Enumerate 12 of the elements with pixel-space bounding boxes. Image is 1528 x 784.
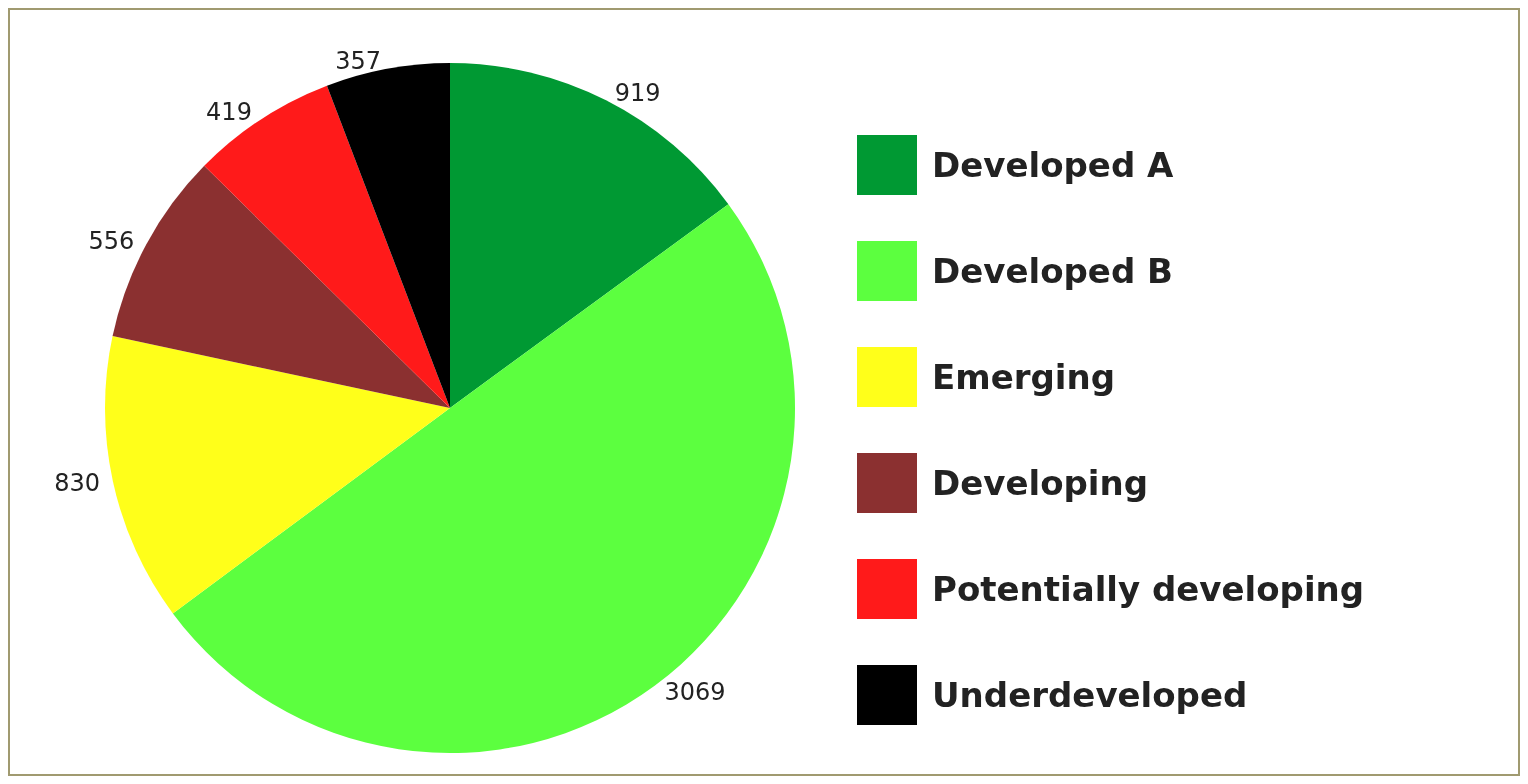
legend-label: Developing xyxy=(932,463,1149,503)
legend-label: Potentially developing xyxy=(932,569,1365,609)
data-label: 830 xyxy=(54,468,101,497)
legend-label: Underdeveloped xyxy=(932,675,1248,715)
data-label: 3069 xyxy=(664,678,726,707)
data-label: 419 xyxy=(206,98,252,127)
data-label: 357 xyxy=(335,46,381,75)
data-label: 919 xyxy=(614,79,661,108)
legend-label: Developed A xyxy=(932,145,1175,185)
legend-label: Developed B xyxy=(932,251,1174,291)
legend-label: Emerging xyxy=(932,357,1116,397)
data-label: 556 xyxy=(88,226,135,255)
